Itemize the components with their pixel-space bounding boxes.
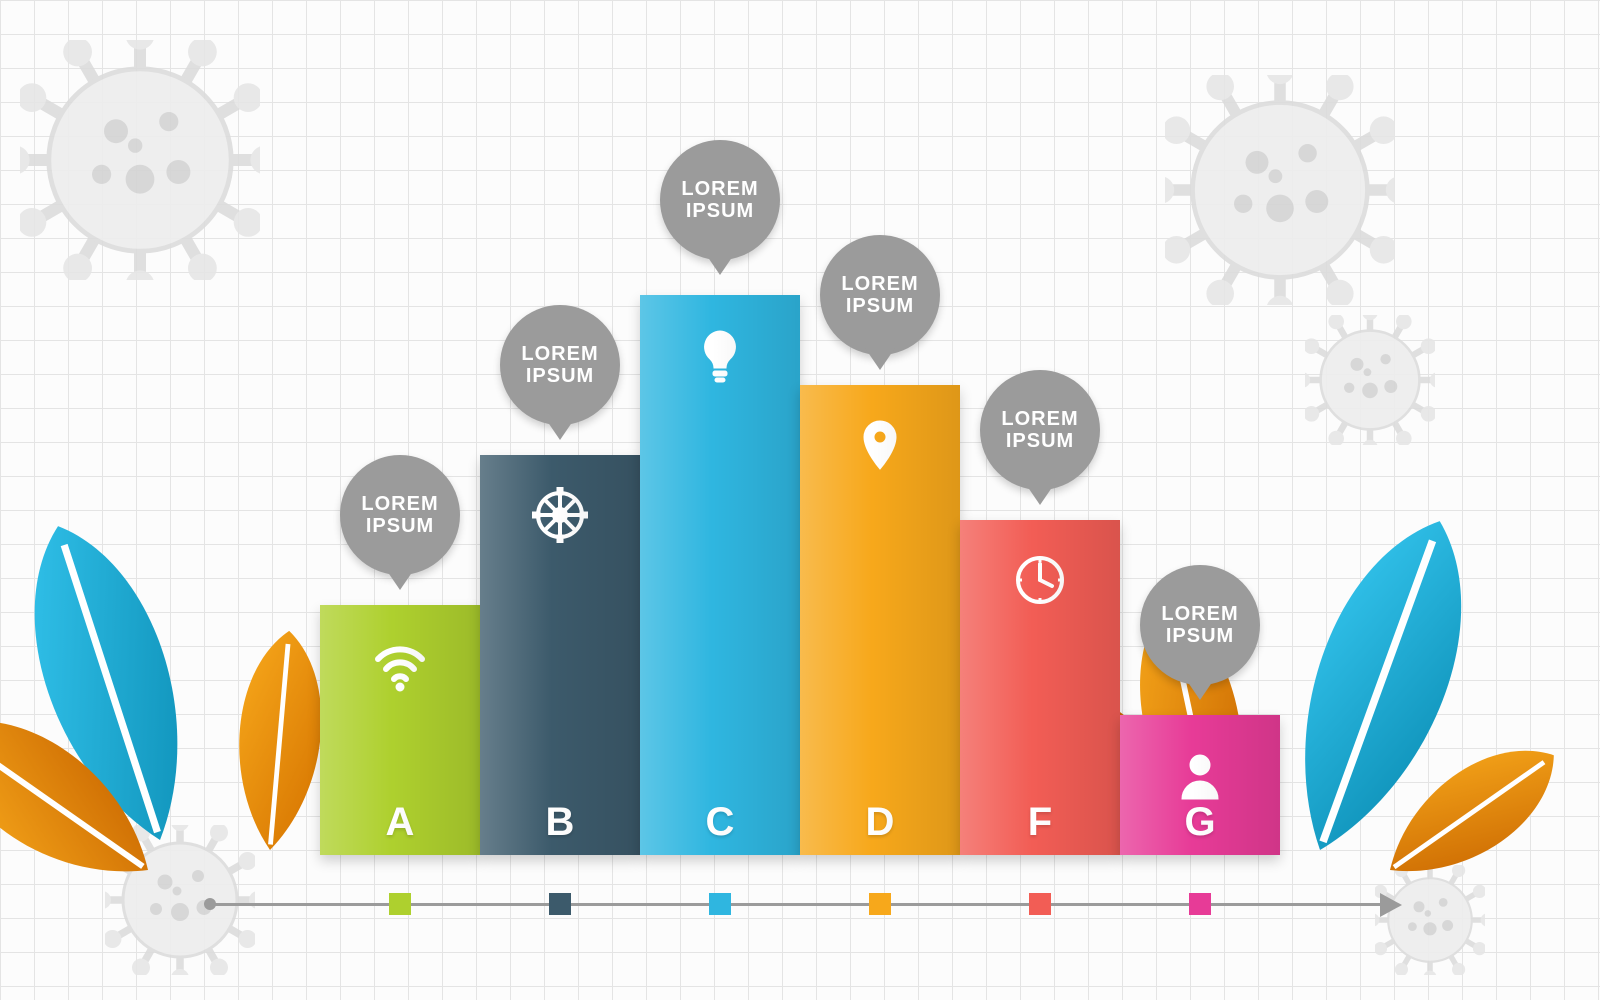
virus-decoration	[1165, 75, 1395, 310]
callout-line2: IPSUM	[1166, 625, 1234, 647]
user-icon	[1120, 747, 1280, 803]
bar-column: G	[1120, 715, 1280, 855]
bar-letter: F	[960, 800, 1120, 845]
bar-b: LOREMIPSUMB	[480, 455, 640, 855]
clock-icon	[960, 552, 1120, 608]
bar-column: D	[800, 385, 960, 855]
bar-letter: B	[480, 800, 640, 845]
bar-column: F	[960, 520, 1120, 855]
bar-g: LOREMIPSUMG	[1120, 715, 1280, 855]
lightbulb-icon	[640, 327, 800, 383]
callout-line1: LOREM	[841, 273, 918, 295]
bar-letter: C	[640, 800, 800, 845]
bar-chart: LOREMIPSUMALOREMIPSUMBLOREMIPSUMCLOREMIP…	[0, 295, 1600, 855]
callout-line1: LOREM	[1161, 603, 1238, 625]
bar-f: LOREMIPSUMF	[960, 520, 1120, 855]
callout-line2: IPSUM	[846, 295, 914, 317]
axis-marker	[709, 893, 731, 915]
callout-bubble: LOREMIPSUM	[820, 235, 940, 355]
callout-line1: LOREM	[521, 343, 598, 365]
callout-line1: LOREM	[361, 493, 438, 515]
bar-d: LOREMIPSUMD	[800, 385, 960, 855]
bar-letter: D	[800, 800, 960, 845]
callout-line1: LOREM	[681, 178, 758, 200]
callout-line2: IPSUM	[1006, 430, 1074, 452]
infographic-stage: LOREMIPSUMALOREMIPSUMBLOREMIPSUMCLOREMIP…	[0, 0, 1600, 1000]
axis-marker	[1029, 893, 1051, 915]
callout-bubble: LOREMIPSUM	[980, 370, 1100, 490]
bar-column: A	[320, 605, 480, 855]
callout-bubble: LOREMIPSUM	[1140, 565, 1260, 685]
bar-letter: A	[320, 800, 480, 845]
callout-line2: IPSUM	[686, 200, 754, 222]
bar-column: C	[640, 295, 800, 855]
axis-arrowhead	[1380, 893, 1402, 917]
axis-marker	[549, 893, 571, 915]
callout-bubble: LOREMIPSUM	[500, 305, 620, 425]
callout-bubble: LOREMIPSUM	[340, 455, 460, 575]
callout-line2: IPSUM	[366, 515, 434, 537]
axis-marker	[389, 893, 411, 915]
callout-line1: LOREM	[1001, 408, 1078, 430]
bar-a: LOREMIPSUMA	[320, 605, 480, 855]
axis-start-dot	[204, 898, 216, 910]
axis-marker	[869, 893, 891, 915]
bar-column: B	[480, 455, 640, 855]
axis-marker	[1189, 893, 1211, 915]
pin-icon	[800, 417, 960, 473]
callout-bubble: LOREMIPSUM	[660, 140, 780, 260]
gear-icon	[480, 487, 640, 543]
bar-c: LOREMIPSUMC	[640, 295, 800, 855]
callout-line2: IPSUM	[526, 365, 594, 387]
wifi-icon	[320, 637, 480, 693]
bar-letter: G	[1120, 800, 1280, 845]
virus-decoration	[20, 40, 260, 285]
timeline-axis	[210, 903, 1380, 905]
